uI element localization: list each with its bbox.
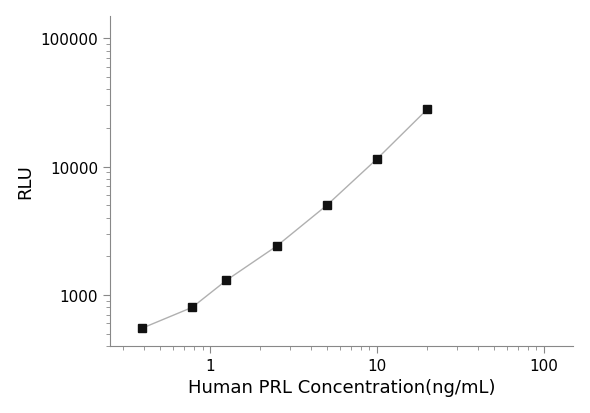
Y-axis label: RLU: RLU (17, 164, 35, 199)
X-axis label: Human PRL Concentration(ng/mL): Human PRL Concentration(ng/mL) (188, 378, 496, 396)
